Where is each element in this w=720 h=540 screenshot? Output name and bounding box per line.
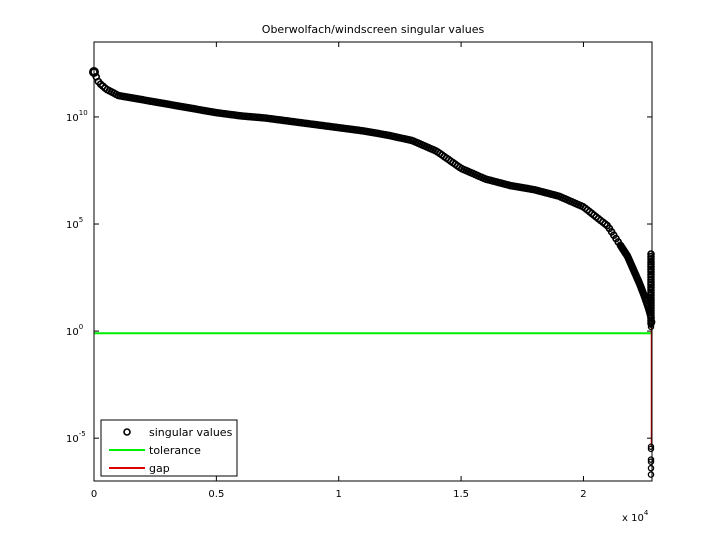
x-tick-label: 2	[580, 489, 586, 500]
singular-value-point	[647, 456, 655, 463]
singular-value-point	[647, 252, 655, 261]
axis-ticks: 0 0.5 1 1.5 2 x 104 1010 105 100 10-5	[66, 42, 652, 524]
singular-value-point	[647, 297, 655, 305]
singular-value-point	[647, 323, 655, 331]
legend-marker-singular-values	[123, 428, 131, 436]
singular-value-point	[647, 306, 655, 315]
singular-value-point	[647, 263, 655, 271]
y-tick-label: 10-5	[66, 430, 86, 445]
legend: singular values tolerance gap	[100, 419, 238, 477]
singular-value-point	[647, 471, 655, 478]
singular-value-point	[647, 276, 655, 283]
singular-value-point	[647, 261, 655, 268]
singular-value-point	[647, 311, 655, 320]
singular-value-point	[647, 304, 655, 312]
chart-title: Oberwolfach/windscreen singular values	[262, 23, 485, 36]
legend-label: tolerance	[149, 444, 201, 457]
singular-value-point	[647, 293, 655, 302]
singular-value-point	[647, 265, 655, 274]
x-tick-label: 0.5	[208, 489, 224, 500]
y-tick-label: 1010	[66, 109, 88, 124]
y-tick-label: 105	[66, 216, 83, 231]
singular-value-point	[647, 255, 655, 262]
y-tick-label: 100	[66, 323, 83, 338]
x-tick-label: 0	[91, 489, 97, 500]
legend-label: gap	[149, 462, 170, 475]
singular-value-point	[647, 321, 655, 328]
legend-label: singular values	[149, 426, 233, 439]
singular-value-point	[647, 288, 655, 297]
singular-values-series	[89, 66, 656, 478]
singular-value-point	[647, 295, 655, 303]
singular-value-point	[647, 301, 655, 310]
singular-value-point	[647, 309, 655, 317]
singular-value-point	[647, 445, 655, 453]
singular-value-point	[647, 250, 655, 258]
singular-value-point	[647, 464, 655, 472]
singular-value-point	[647, 285, 655, 292]
x-multiplier-label: x 104	[622, 509, 649, 524]
singular-value-point	[647, 443, 655, 450]
legend-box	[100, 419, 238, 477]
chart-marks	[89, 66, 656, 478]
singular-value-point	[647, 267, 655, 275]
plot-frame	[93, 41, 653, 482]
singular-value-point	[647, 257, 655, 266]
singular-value-point	[647, 287, 655, 294]
singular-value-point	[647, 319, 655, 328]
singular-value-point	[647, 314, 655, 323]
x-tick-label: 1	[336, 489, 342, 500]
x-tick-label: 1.5	[453, 489, 469, 500]
singular-value-point	[647, 299, 655, 307]
singular-value-point	[647, 458, 655, 465]
